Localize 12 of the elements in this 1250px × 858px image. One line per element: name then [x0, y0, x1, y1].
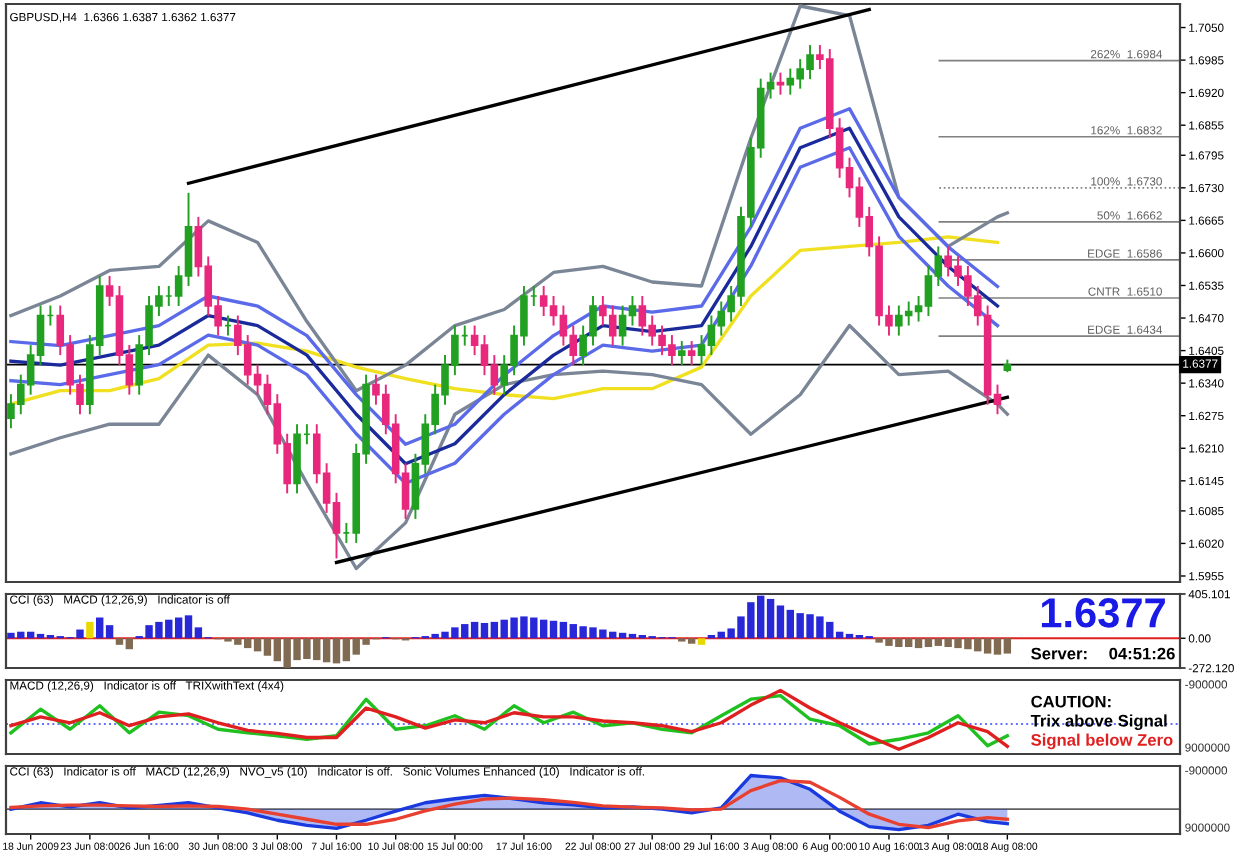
annotation: 04:51:26 [1109, 647, 1175, 660]
bar [697, 638, 706, 645]
line-series [9, 4, 1010, 393]
bar [86, 621, 94, 639]
annotation: CAUTION: [1031, 695, 1111, 708]
candlestick [677, 340, 686, 367]
annotation: Server: [1031, 647, 1087, 660]
line-series [9, 323, 1010, 571]
candlestick [687, 340, 696, 367]
annotation: Signal below Zero [1031, 733, 1173, 750]
annotation: 1.6377 [1041, 598, 1165, 628]
annotation: Trix above Signal [1030, 714, 1167, 730]
